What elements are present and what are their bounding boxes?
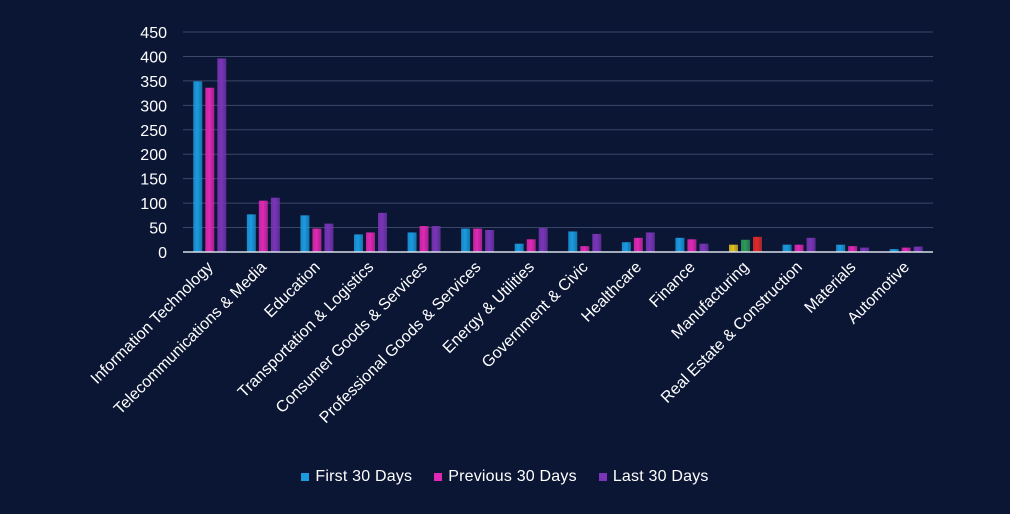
legend-swatch-previous-30-days	[434, 473, 443, 481]
bar-first-30-days-automotive	[889, 249, 899, 252]
bar-previous-30-days-telecommunications-and-media	[258, 200, 268, 252]
y-tick-label-50: 50	[149, 221, 167, 238]
bar-previous-30-days-finance	[687, 239, 697, 252]
bar-first-30-days-information-technology	[193, 81, 203, 252]
bar-first-30-days-energy-and-utilities	[514, 243, 524, 252]
x-tick-label-government-and-civic: Government & Civic	[479, 259, 592, 372]
bar-previous-30-days-education	[312, 228, 322, 252]
bar-first-30-days-telecommunications-and-media	[246, 214, 256, 252]
bar-first-30-days-materials	[836, 244, 846, 252]
x-tick-label-finance: Finance	[646, 259, 698, 311]
bar-last-30-days-education	[324, 223, 334, 252]
bar-previous-30-days-consumer-goods-and-services	[419, 226, 429, 252]
legend-item-last-30-days: Last 30 Days	[598, 468, 709, 486]
bar-last-30-days-transportation-and-logistics	[378, 212, 387, 252]
bar-previous-30-days-materials	[848, 246, 858, 252]
bar-last-30-days-consumer-goods-and-services	[431, 226, 441, 252]
legend-swatch-first-30-days	[301, 473, 310, 481]
bar-first-30-days-healthcare	[621, 242, 631, 252]
bar-previous-30-days-healthcare	[633, 237, 643, 252]
bar-first-30-days-transportation-and-logistics	[354, 234, 363, 252]
bar-last-30-days-healthcare	[645, 232, 655, 252]
bar-previous-30-days-real-estate-and-construction	[794, 244, 804, 252]
legend-label-first-30-days: First 30 Days	[315, 468, 413, 485]
y-tick-label-150: 150	[140, 172, 167, 189]
bar-last-30-days-government-and-civic	[592, 233, 602, 252]
bar-previous-30-days-information-technology	[205, 87, 215, 252]
bar-last-30-days-automotive	[913, 246, 923, 252]
legend-swatch-last-30-days	[598, 473, 607, 481]
bar-previous-30-days-energy-and-utilities	[526, 239, 536, 252]
bar-previous-30-days-transportation-and-logistics	[366, 232, 375, 252]
bar-previous-30-days-government-and-civic	[580, 246, 590, 252]
bar-previous-30-days-automotive	[901, 247, 911, 252]
bar-last-30-days-information-technology	[217, 58, 227, 253]
y-tick-label-250: 250	[140, 123, 167, 140]
legend: First 30 Days Previous 30 Days Last 30 D…	[0, 468, 1010, 486]
y-tick-label-300: 300	[140, 98, 167, 115]
bar-previous-30-days-manufacturing	[741, 239, 750, 252]
bar-last-30-days-manufacturing	[753, 236, 762, 252]
x-tick-label-energy-and-utilities: Energy & Utilities	[440, 259, 538, 357]
y-tick-label-350: 350	[140, 74, 167, 91]
y-tick-label-450: 450	[140, 25, 167, 42]
bar-first-30-days-real-estate-and-construction	[782, 244, 792, 252]
y-tick-label-200: 200	[140, 147, 167, 164]
bar-last-30-days-real-estate-and-construction	[806, 237, 816, 252]
y-tick-label-0: 0	[158, 245, 167, 262]
bar-first-30-days-professional-goods-and-services	[461, 228, 471, 252]
bar-first-30-days-finance	[675, 237, 685, 252]
legend-label-last-30-days: Last 30 Days	[612, 468, 709, 485]
bar-last-30-days-finance	[699, 243, 709, 252]
legend-item-previous-30-days: Previous 30 Days	[434, 468, 577, 486]
bar-last-30-days-telecommunications-and-media	[270, 197, 280, 252]
bar-first-30-days-consumer-goods-and-services	[407, 232, 417, 252]
legend-item-first-30-days: First 30 Days	[301, 468, 412, 486]
y-tick-label-400: 400	[140, 49, 167, 66]
y-tick-label-100: 100	[140, 196, 167, 213]
bar-last-30-days-energy-and-utilities	[538, 228, 548, 252]
bar-last-30-days-professional-goods-and-services	[485, 230, 495, 252]
legend-label-previous-30-days: Previous 30 Days	[448, 468, 577, 485]
bar-previous-30-days-professional-goods-and-services	[473, 228, 483, 252]
bar-first-30-days-government-and-civic	[568, 231, 578, 252]
bar-first-30-days-manufacturing	[729, 244, 738, 252]
bar-last-30-days-materials	[860, 247, 870, 252]
bar-first-30-days-education	[300, 215, 310, 252]
